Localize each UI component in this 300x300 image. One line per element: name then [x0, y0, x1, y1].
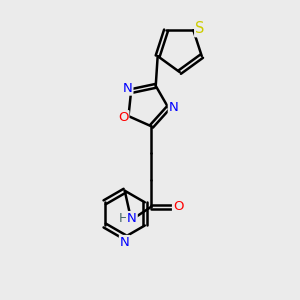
Text: N: N — [120, 236, 130, 249]
Text: N: N — [127, 212, 137, 225]
Text: N: N — [123, 82, 132, 94]
Text: N: N — [169, 101, 178, 114]
Text: O: O — [118, 111, 128, 124]
Text: O: O — [173, 200, 184, 213]
Text: H: H — [118, 212, 128, 225]
Text: S: S — [195, 21, 205, 36]
